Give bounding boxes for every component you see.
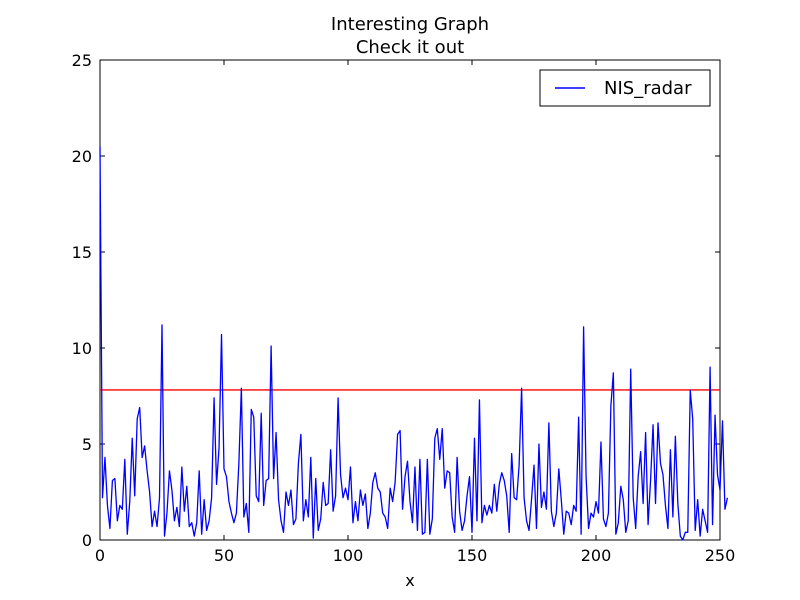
series-layer	[99, 146, 729, 541]
x-tick-label: 150	[457, 546, 488, 565]
plot-frame	[99, 59, 721, 541]
plot-area: 0 50 100 150 200 250 0 5 10 15 20 25	[72, 51, 736, 565]
ticks: 0 50 100 150 200 250 0 5 10 15 20 25	[72, 51, 736, 565]
x-axis-label: x	[405, 571, 414, 590]
y-tick-label: 0	[82, 531, 92, 550]
legend-box	[539, 69, 711, 107]
y-tick-label: 15	[72, 243, 92, 262]
y-tick-label: 25	[72, 51, 92, 70]
chart-title: Interesting Graph	[331, 14, 489, 35]
legend: NIS_radar	[539, 69, 711, 107]
x-tick-label: 200	[581, 546, 612, 565]
x-tick-label: 50	[214, 546, 234, 565]
x-tick-label: 250	[705, 546, 736, 565]
y-tick-label: 5	[82, 435, 92, 454]
series-line-nis-radar	[99, 146, 729, 541]
x-tick-label: 0	[95, 546, 105, 565]
chart-subtitle: Check it out	[356, 37, 464, 58]
x-tick-label: 100	[333, 546, 364, 565]
y-tick-label: 20	[72, 147, 92, 166]
y-tick-label: 10	[72, 339, 92, 358]
legend-label: NIS_radar	[604, 78, 692, 99]
